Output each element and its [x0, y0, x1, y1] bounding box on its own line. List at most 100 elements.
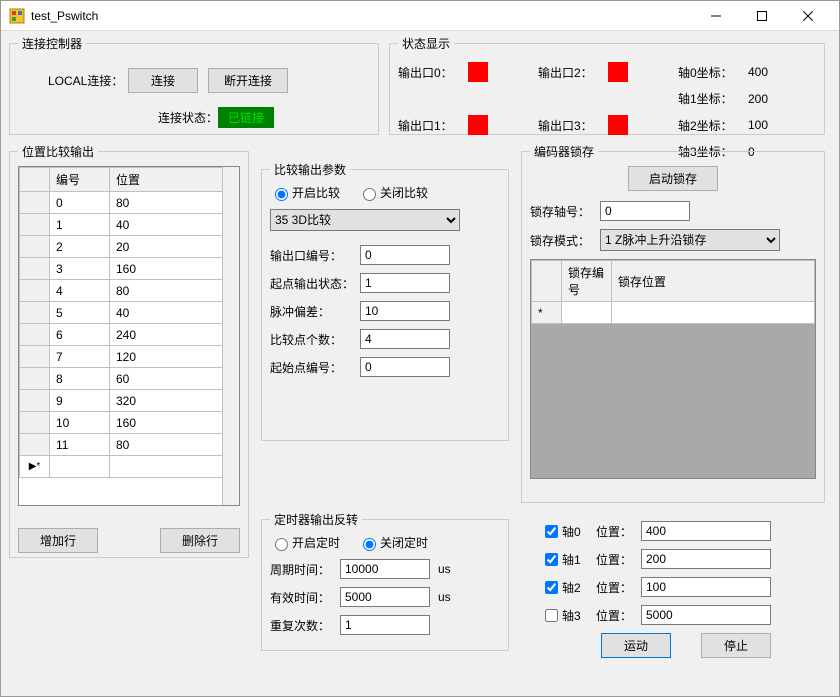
- table-row[interactable]: 9320: [20, 390, 239, 412]
- status-group: 状态显示 输出口0： 输出口2： 轴0坐标： 400 轴1坐标： 200 输出口…: [389, 35, 825, 135]
- pos-table[interactable]: 编号 位置 0801402203160480540624071208609320…: [18, 166, 240, 506]
- local-label: LOCAL连接：: [48, 72, 128, 89]
- pos1-label: 位置：: [596, 551, 641, 568]
- window-title: test_Pswitch: [31, 9, 693, 23]
- count-input[interactable]: [360, 329, 450, 349]
- start-idx-label: 起始点编号：: [270, 359, 360, 376]
- timer-group: 定时器输出反转 开启定时 关闭定时 周期时间： us 有效时间： us 重复次数…: [261, 511, 509, 651]
- add-row-button[interactable]: 增加行: [18, 528, 98, 553]
- compare-mode-select[interactable]: 35 3D比较: [270, 209, 460, 231]
- out2-label: 输出口2：: [538, 64, 608, 81]
- latch-axis-input[interactable]: [600, 201, 690, 221]
- repeat-input[interactable]: [340, 615, 430, 635]
- table-row[interactable]: 220: [20, 236, 239, 258]
- status-legend: 状态显示: [398, 35, 454, 52]
- out0-label: 输出口0：: [398, 64, 468, 81]
- axis2-value: 100: [748, 118, 798, 132]
- encoder-group: 编码器锁存 启动锁存 锁存轴号： 锁存模式： 1 Z脉冲上升沿锁存 锁存编号: [521, 143, 825, 503]
- out1-label: 输出口1：: [398, 117, 468, 134]
- axis2-check[interactable]: 轴2: [541, 578, 596, 597]
- out1-indicator: [468, 115, 488, 135]
- connect-button[interactable]: 连接: [128, 68, 198, 93]
- compare-off-radio[interactable]: 关闭比较: [358, 184, 428, 201]
- table-row[interactable]: 10160: [20, 412, 239, 434]
- axis1-value: 200: [748, 92, 798, 106]
- app-window: test_Pswitch 连接控制器 LOCAL连接： 连接 断开连接 连接状态…: [0, 0, 840, 697]
- latch-col2: 锁存位置: [612, 261, 815, 302]
- timer-off-radio[interactable]: 关闭定时: [358, 534, 428, 551]
- pos3-label: 位置：: [596, 607, 641, 624]
- axis0-check[interactable]: 轴0: [541, 522, 596, 541]
- connect-legend: 连接控制器: [18, 35, 86, 52]
- axis2-label: 轴2坐标：: [678, 117, 748, 134]
- out-no-label: 输出口编号：: [270, 247, 360, 264]
- motion-panel: 轴0 位置： 轴1 位置： 轴2 位置： 轴3 位置： 运动 停止: [541, 521, 821, 658]
- pos0-label: 位置：: [596, 523, 641, 540]
- table-row[interactable]: 480: [20, 280, 239, 302]
- run-button[interactable]: 运动: [601, 633, 671, 658]
- pulse-label: 脉冲偏差：: [270, 303, 360, 320]
- maximize-button[interactable]: [739, 1, 785, 31]
- close-button[interactable]: [785, 1, 831, 31]
- valid-unit: us: [438, 590, 451, 604]
- col-id: 编号: [50, 168, 110, 192]
- timer-legend: 定时器输出反转: [270, 511, 362, 528]
- timer-on-radio[interactable]: 开启定时: [270, 534, 340, 551]
- col-pos: 位置: [110, 168, 239, 192]
- disconnect-button[interactable]: 断开连接: [208, 68, 288, 93]
- scrollbar[interactable]: [222, 167, 239, 505]
- start-idx-input[interactable]: [360, 357, 450, 377]
- out0-indicator: [468, 62, 488, 82]
- latch-col1: 锁存编号: [562, 261, 612, 302]
- period-input[interactable]: [340, 559, 430, 579]
- axis3-check[interactable]: 轴3: [541, 606, 596, 625]
- axis0-value: 400: [748, 65, 798, 79]
- pos-legend: 位置比较输出: [18, 143, 98, 160]
- minimize-button[interactable]: [693, 1, 739, 31]
- compare-legend: 比较输出参数: [270, 161, 350, 178]
- encoder-legend: 编码器锁存: [530, 143, 598, 160]
- pos2-input[interactable]: [641, 577, 771, 597]
- start-state-label: 起点输出状态：: [270, 275, 360, 292]
- count-label: 比较点个数：: [270, 331, 360, 348]
- start-state-input[interactable]: [360, 273, 450, 293]
- table-row[interactable]: 540: [20, 302, 239, 324]
- app-icon: [9, 8, 25, 24]
- period-unit: us: [438, 562, 451, 576]
- conn-status-value: 已链接: [218, 107, 274, 128]
- pos2-label: 位置：: [596, 579, 641, 596]
- axis1-check[interactable]: 轴1: [541, 550, 596, 569]
- latch-table[interactable]: 锁存编号 锁存位置 *: [530, 259, 816, 479]
- pos1-input[interactable]: [641, 549, 771, 569]
- out-no-input[interactable]: [360, 245, 450, 265]
- out2-indicator: [608, 62, 628, 82]
- period-label: 周期时间：: [270, 561, 340, 578]
- table-row[interactable]: 6240: [20, 324, 239, 346]
- new-row[interactable]: ▶*: [20, 456, 239, 478]
- valid-input[interactable]: [340, 587, 430, 607]
- table-row[interactable]: 7120: [20, 346, 239, 368]
- valid-label: 有效时间：: [270, 589, 340, 606]
- start-latch-button[interactable]: 启动锁存: [628, 166, 718, 191]
- stop-button[interactable]: 停止: [701, 633, 771, 658]
- pos-group: 位置比较输出 编号 位置 080140220316048054062407120…: [9, 143, 249, 558]
- table-row[interactable]: 3160: [20, 258, 239, 280]
- axis0-label: 轴0坐标：: [678, 64, 748, 81]
- connect-group: 连接控制器 LOCAL连接： 连接 断开连接 连接状态： 已链接: [9, 35, 379, 135]
- pos3-input[interactable]: [641, 605, 771, 625]
- latch-axis-label: 锁存轴号：: [530, 203, 600, 220]
- table-row[interactable]: 860: [20, 368, 239, 390]
- conn-status-label: 连接状态：: [158, 109, 218, 126]
- out3-indicator: [608, 115, 628, 135]
- pulse-input[interactable]: [360, 301, 450, 321]
- pos0-input[interactable]: [641, 521, 771, 541]
- compare-group: 比较输出参数 开启比较 关闭比较 35 3D比较 输出口编号： 起点输出状态： …: [261, 161, 509, 441]
- repeat-label: 重复次数：: [270, 617, 340, 634]
- table-row[interactable]: 140: [20, 214, 239, 236]
- del-row-button[interactable]: 删除行: [160, 528, 240, 553]
- content-area: 连接控制器 LOCAL连接： 连接 断开连接 连接状态： 已链接 状态显示 输出…: [1, 31, 839, 696]
- table-row[interactable]: 1180: [20, 434, 239, 456]
- table-row[interactable]: 080: [20, 192, 239, 214]
- compare-on-radio[interactable]: 开启比较: [270, 184, 340, 201]
- latch-mode-select[interactable]: 1 Z脉冲上升沿锁存: [600, 229, 780, 251]
